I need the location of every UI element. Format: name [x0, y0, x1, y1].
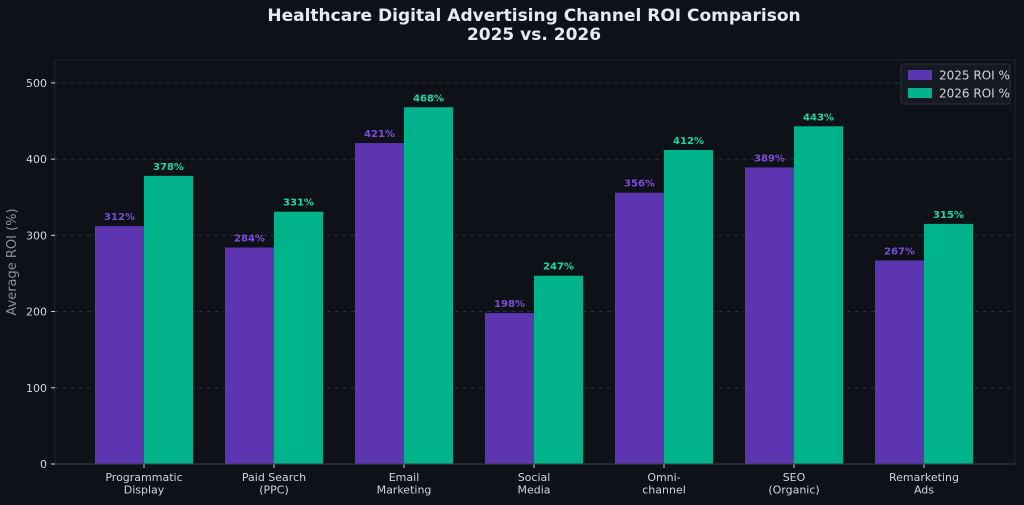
bar-2026 [924, 223, 973, 464]
axis-layer: 0 100 200 300 400 500 Programmatic Display Paid … [26, 77, 1015, 497]
bar-value-label: 267% [884, 246, 915, 257]
bar-value-label: 312% [104, 212, 135, 223]
legend-swatch [908, 70, 932, 80]
bar-labels-layer: 312% 378% 284% 331% 421% 468% 198% 247% 356% 412%… [104, 93, 964, 310]
legend-label: 2026 ROI % [939, 87, 1010, 101]
x-tick-label: Paid Search (PPC) [242, 471, 306, 497]
y-axis-label: Average ROI (%) [5, 208, 20, 315]
bar-value-label: 378% [153, 162, 184, 173]
bar-value-label: 198% [494, 299, 525, 310]
bar-value-label: 247% [543, 262, 574, 273]
bar-value-label: 412% [673, 136, 704, 147]
bar-2025 [355, 143, 404, 464]
bar-2025 [875, 260, 924, 464]
chart-title: Healthcare Digital Advertising Channel R… [267, 6, 800, 26]
y-tick-label: 200 [26, 306, 47, 319]
bar-2025 [485, 313, 534, 464]
bar-2026 [404, 107, 453, 464]
bar-2025 [615, 192, 664, 464]
bar-2026 [534, 275, 583, 464]
legend-label: 2025 ROI % [939, 69, 1010, 83]
bar-value-label: 356% [624, 179, 655, 190]
bars-layer [95, 107, 973, 465]
bar-value-label: 389% [754, 153, 785, 164]
x-tick-label: Omni-channel [642, 471, 686, 497]
bar-value-label: 284% [234, 234, 265, 245]
x-tick-label: Email Marketing [377, 471, 432, 497]
legend-swatch [908, 88, 932, 98]
y-tick-label: 0 [40, 458, 47, 471]
bar-value-label: 315% [933, 210, 964, 221]
bar-2026 [274, 211, 323, 464]
bar-value-label: 468% [413, 93, 444, 104]
x-tick-label: Remarketing Ads [889, 471, 959, 497]
bar-value-label: 331% [283, 198, 314, 209]
y-tick-label: 100 [26, 382, 47, 395]
y-tick-label: 300 [26, 229, 47, 242]
y-tick-label: 400 [26, 153, 47, 166]
x-tick-label: Social Media [517, 471, 550, 497]
legend: 2025 ROI % 2026 ROI % [900, 63, 1011, 105]
bar-2026 [664, 149, 713, 464]
x-tick-label: Programmatic Display [105, 471, 182, 497]
bar-2025 [225, 247, 274, 464]
chart-subtitle: 2025 vs. 2026 [467, 25, 601, 45]
bar-2026 [794, 126, 843, 464]
x-tick-label: SEO (Organic) [768, 471, 819, 497]
bar-value-label: 421% [364, 129, 395, 140]
bar-2026 [144, 175, 193, 465]
bar-2025 [745, 167, 794, 464]
y-tick-label: 500 [26, 77, 47, 90]
bar-2025 [95, 226, 144, 464]
bar-value-label: 443% [803, 112, 834, 123]
